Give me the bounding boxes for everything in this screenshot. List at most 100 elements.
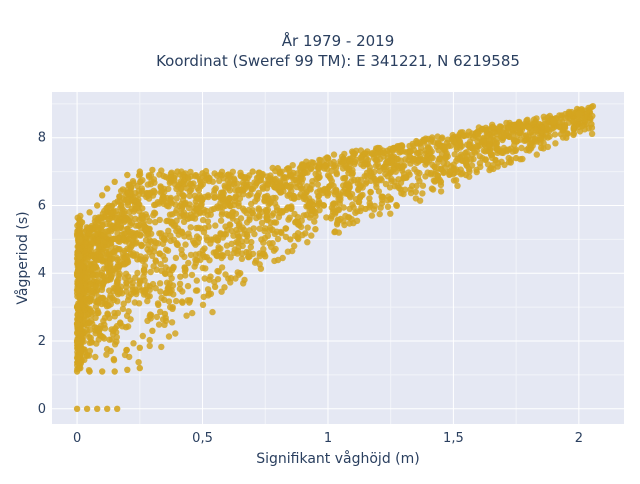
data-point bbox=[274, 165, 281, 172]
data-point bbox=[135, 191, 142, 198]
data-point bbox=[457, 166, 464, 173]
data-point bbox=[501, 161, 508, 169]
data-point bbox=[304, 239, 311, 246]
data-point bbox=[146, 336, 153, 344]
data-point bbox=[113, 338, 120, 345]
data-point bbox=[490, 129, 498, 136]
data-point bbox=[172, 330, 179, 337]
data-point bbox=[267, 224, 274, 231]
data-point bbox=[215, 246, 222, 253]
data-point bbox=[498, 149, 505, 156]
data-point bbox=[419, 182, 427, 189]
data-point bbox=[179, 174, 186, 181]
data-point bbox=[481, 156, 489, 163]
data-point bbox=[168, 319, 176, 326]
data-point bbox=[173, 241, 181, 248]
data-point bbox=[186, 201, 193, 208]
data-point bbox=[543, 125, 551, 132]
data-point bbox=[414, 139, 421, 146]
data-point bbox=[179, 288, 186, 295]
data-point bbox=[107, 256, 115, 263]
data-point bbox=[101, 207, 108, 215]
data-point bbox=[297, 223, 305, 231]
data-point bbox=[182, 266, 189, 273]
data-point bbox=[103, 345, 111, 353]
data-point bbox=[101, 325, 109, 332]
data-point bbox=[389, 146, 397, 153]
data-point bbox=[213, 252, 220, 259]
data-point bbox=[259, 184, 266, 191]
data-point bbox=[156, 230, 163, 237]
data-point bbox=[172, 209, 179, 216]
data-point bbox=[588, 130, 596, 137]
data-point bbox=[369, 173, 376, 180]
data-point bbox=[387, 210, 394, 217]
data-point bbox=[235, 233, 242, 241]
data-point bbox=[161, 256, 169, 263]
data-point bbox=[124, 253, 131, 260]
data-point bbox=[257, 265, 265, 272]
data-point bbox=[222, 184, 229, 191]
data-point bbox=[182, 241, 189, 248]
data-point bbox=[429, 186, 437, 193]
data-point bbox=[349, 166, 356, 174]
data-point bbox=[110, 357, 118, 364]
data-point bbox=[157, 288, 164, 295]
data-point bbox=[125, 227, 132, 235]
data-point bbox=[132, 240, 139, 247]
data-point bbox=[188, 271, 196, 279]
data-point bbox=[341, 175, 348, 182]
data-point bbox=[187, 224, 194, 231]
data-point bbox=[465, 166, 473, 173]
data-point bbox=[181, 213, 188, 220]
data-point bbox=[124, 190, 131, 197]
data-point bbox=[73, 368, 81, 375]
data-point bbox=[109, 330, 117, 338]
data-point bbox=[245, 254, 252, 261]
data-point bbox=[73, 337, 81, 345]
data-point bbox=[142, 227, 150, 235]
data-point bbox=[195, 224, 202, 231]
data-point bbox=[437, 178, 445, 185]
data-point bbox=[434, 164, 441, 172]
data-point bbox=[416, 197, 424, 204]
data-point bbox=[146, 218, 153, 225]
data-point bbox=[124, 259, 132, 266]
data-point bbox=[552, 140, 559, 147]
data-point bbox=[434, 172, 441, 179]
data-point bbox=[349, 201, 356, 208]
data-point bbox=[176, 280, 184, 287]
data-point bbox=[465, 128, 473, 135]
data-point bbox=[228, 181, 235, 188]
data-point bbox=[74, 214, 81, 221]
data-point bbox=[178, 185, 185, 193]
data-point bbox=[165, 227, 172, 234]
data-point bbox=[124, 171, 131, 179]
data-point bbox=[316, 156, 323, 164]
x-tick-label: 0,5 bbox=[192, 431, 213, 446]
data-point bbox=[415, 156, 423, 164]
data-point bbox=[173, 217, 180, 224]
data-point bbox=[123, 283, 130, 291]
data-point bbox=[124, 196, 131, 203]
data-point bbox=[172, 201, 179, 208]
data-point bbox=[274, 235, 282, 243]
data-point bbox=[271, 257, 278, 265]
data-point bbox=[588, 121, 595, 128]
data-point bbox=[291, 242, 298, 250]
data-point bbox=[160, 172, 167, 180]
data-point bbox=[93, 248, 100, 255]
data-point bbox=[93, 340, 100, 347]
data-point bbox=[115, 272, 122, 279]
data-point bbox=[444, 160, 451, 168]
data-point bbox=[73, 303, 81, 311]
data-point bbox=[94, 202, 101, 209]
data-point bbox=[139, 332, 146, 340]
data-point bbox=[307, 164, 314, 172]
data-point bbox=[197, 183, 204, 190]
data-point bbox=[505, 146, 512, 153]
data-point bbox=[92, 314, 99, 321]
data-point bbox=[185, 230, 192, 237]
data-point bbox=[211, 283, 219, 290]
